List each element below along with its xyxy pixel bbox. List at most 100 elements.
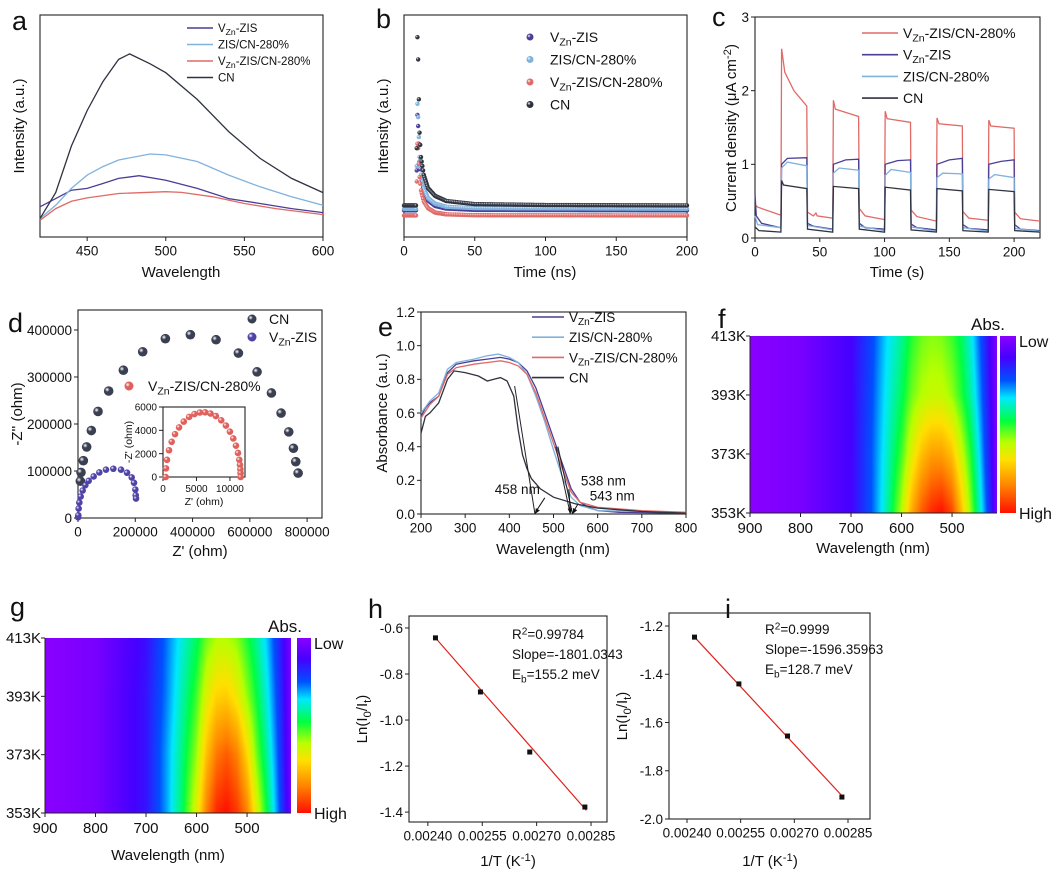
panel-h: h 0.00240 0.00255 0.00270 0.00285 -0.6 -0.8 -1.… <box>354 594 623 870</box>
x-tick-label: 550 <box>233 244 256 259</box>
data-point <box>420 163 425 169</box>
y-tick-label: -1.4 <box>380 805 404 820</box>
legend-item: CN <box>247 311 289 327</box>
x-axis-label: Wavelength (nm) <box>496 541 610 558</box>
x-tick-label: 200000 <box>113 525 158 540</box>
x-tick-label: 500 <box>940 520 965 537</box>
data-point <box>418 142 423 148</box>
panel-a: a 450 500 550 600 Wavelength Intensity (a.u.) V… <box>11 6 334 281</box>
fit-line <box>692 635 844 798</box>
x-tick-label: 500 <box>235 820 260 837</box>
y-axis-label: Ln(I0/It) <box>354 695 374 744</box>
panel-letter: i <box>725 594 731 624</box>
data-point <box>196 409 204 416</box>
series-line <box>754 48 1041 222</box>
legend-label: VZn-ZIS <box>550 29 598 49</box>
legend-label: VZn-ZIS/CN-280% <box>569 350 678 368</box>
y-tick-label: 0 <box>151 473 157 484</box>
panel-letter: h <box>368 594 383 624</box>
x-tick-label: 900 <box>737 520 762 537</box>
y-tick-label: -2.0 <box>640 812 663 827</box>
legend-item: ZIS/CN-280% <box>862 68 989 84</box>
series-0 <box>75 329 303 486</box>
legend-swatch <box>247 332 257 342</box>
x-tick-label: 400 <box>498 521 521 536</box>
data-point <box>160 333 171 344</box>
x-axis-label: Z' (ohm) <box>172 543 227 560</box>
y-axis-label: Intensity (a.u.) <box>11 78 28 173</box>
data-point <box>418 181 423 186</box>
series-line <box>39 175 324 214</box>
y-axis-label: Absorbance (a.u.) <box>374 353 391 472</box>
x-tick-label: 600 <box>586 521 609 536</box>
data-point <box>290 456 301 467</box>
x-tick-label: 800 <box>788 520 813 537</box>
legend-label: VZn-ZIS/CN-280% <box>550 74 663 94</box>
data-point <box>415 57 421 62</box>
data-point <box>237 473 244 481</box>
series-2 <box>754 161 1041 233</box>
x-axis-label: 1/T (K-1) <box>742 852 798 870</box>
fit-annotation: R2=0.99784 <box>512 626 585 642</box>
data-point <box>283 427 294 437</box>
x-tick-label: 800 <box>675 521 698 536</box>
tangent-line <box>514 385 536 515</box>
legend-label: CN <box>569 370 589 385</box>
series-0 <box>754 48 1041 222</box>
data-point <box>736 681 742 687</box>
y-tick-label: 393K <box>711 387 746 404</box>
panel-d: d0 200000 400000 600000 80000001000002000003… <box>8 308 330 560</box>
data-point <box>93 406 103 417</box>
legend-swatch <box>526 78 534 86</box>
legend-item: VZn-ZIS <box>247 329 317 349</box>
x-tick-label: 600 <box>889 520 914 537</box>
data-point <box>692 634 698 640</box>
legend-label: CN <box>218 73 235 85</box>
heatmap-g <box>45 638 291 813</box>
data-point <box>212 412 220 420</box>
y-tick-label: 400000 <box>27 323 72 338</box>
colorbar <box>297 638 311 813</box>
panel-e: e 200 300 400 500 600 700 800 0.0 0.2 0.4 0.6 0.8 1.0… <box>374 305 697 558</box>
annotation-label: 538 nm <box>581 473 626 488</box>
x-tick-label: 0.00270 <box>512 829 561 844</box>
series-line <box>420 360 687 513</box>
series-line <box>420 356 687 514</box>
panel-c: c 0 50 100 150 200 0 1 2 3 Time (s) Current density… <box>712 2 1041 281</box>
y-tick-label: 1.0 <box>396 339 415 354</box>
data-point <box>414 179 419 184</box>
x-tick-label: 600000 <box>227 525 272 540</box>
data-point <box>293 468 303 478</box>
legend-label: VZn-ZIS <box>903 47 951 67</box>
x-tick-label: 500 <box>155 244 178 259</box>
panel-i: i 0.00240 0.00255 0.00270 0.00285 -1.2 -1.4 -1.… <box>614 594 883 870</box>
legend-item: ZIS/CN-280% <box>532 330 652 345</box>
series-0 <box>420 356 687 514</box>
data-point <box>477 689 483 695</box>
x-axis-label: Wavelength (nm) <box>111 847 225 864</box>
y-tick-label: 393K <box>6 688 41 705</box>
data-point <box>103 386 114 396</box>
data-point <box>191 410 198 418</box>
series-line <box>39 153 324 220</box>
data-point <box>839 794 845 800</box>
y-axis-label: Ln(I0/It) <box>614 692 634 741</box>
y-tick-label: -1.0 <box>380 713 403 728</box>
series-line <box>39 191 324 221</box>
legend-item: CN <box>526 97 570 113</box>
x-axis-label: Time (ns) <box>514 264 577 281</box>
y-axis-label: -Z'' (ohm) <box>9 382 26 445</box>
y-tick-label: -1.2 <box>640 619 663 634</box>
data-point <box>432 635 438 641</box>
data-point <box>75 505 82 512</box>
legend-swatch <box>526 33 534 41</box>
x-tick-label: 0.00255 <box>458 829 507 844</box>
x-tick-label: 0.00285 <box>824 826 873 841</box>
data-point <box>415 123 421 129</box>
series-line <box>39 53 324 219</box>
legend-item: CN <box>187 73 235 85</box>
tangent-line <box>555 446 571 515</box>
y-tick-label: 413K <box>711 328 746 345</box>
x-tick-label: 700 <box>134 820 159 837</box>
data-point <box>684 203 690 208</box>
